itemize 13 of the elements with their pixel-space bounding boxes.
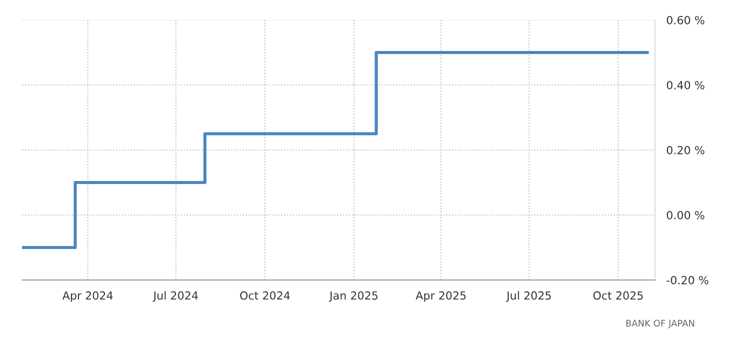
- y-tick-label: -0.20 %: [666, 276, 708, 284]
- x-tick-label: Apr 2024: [62, 291, 113, 302]
- text: BANK OF JAPAN: [626, 320, 694, 328]
- x-tick-label: Jul 2025: [506, 291, 551, 302]
- y-tick-label: 0.40 %: [666, 80, 704, 90]
- y-tick-label: 0.20 %: [666, 146, 704, 154]
- x-tick-label: Jan 2025: [328, 291, 378, 302]
- x-tick-label: Oct 2025: [593, 291, 643, 300]
- x-tick-label: Jul 2024: [152, 291, 198, 302]
- x-tick-label: Oct 2024: [240, 291, 290, 300]
- y-tick-label: 0.60 %: [666, 16, 704, 24]
- x-tick-label: Apr 2025: [416, 291, 466, 302]
- y-tick-label: 0.00 %: [666, 210, 704, 220]
